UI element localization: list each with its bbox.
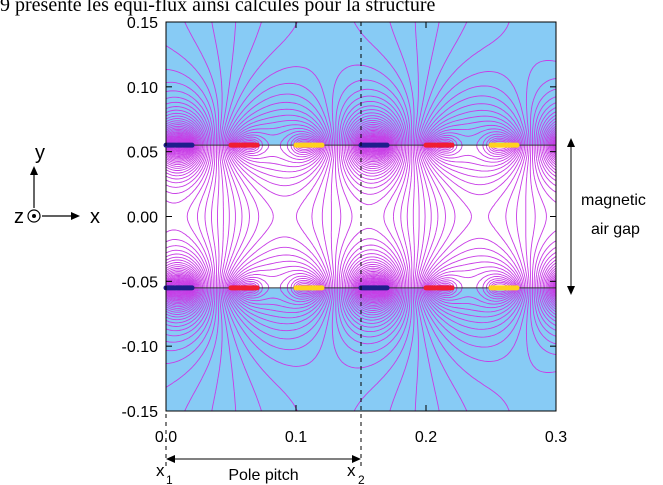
x1-subscript: 1	[166, 473, 173, 485]
x-tick-label-2: 0.2	[415, 429, 437, 446]
flux-line-40	[225, 22, 556, 411]
flux-line-44	[229, 22, 556, 411]
conductor-segments	[163, 142, 520, 291]
flux-line-18	[166, 127, 389, 306]
plot-area	[166, 22, 556, 411]
z-axis-label: z	[14, 206, 24, 228]
flux-line-27	[166, 106, 556, 327]
caption-line: 9 présente les équi-flux ainsi calculés …	[0, 0, 436, 16]
z-axis-dot	[32, 214, 36, 218]
y-tick-label-3: 0.00	[127, 210, 158, 227]
x1-label: x	[156, 461, 165, 480]
flux-line-34	[184, 22, 556, 411]
air-gap-arrow-bottom	[567, 285, 575, 295]
flux-line-47	[232, 95, 526, 338]
pole-pitch-arrow-right	[352, 455, 361, 463]
flux-line-37	[221, 22, 556, 411]
flux-line-42	[227, 22, 556, 411]
flux-line-36	[220, 22, 556, 411]
flux-line-28	[166, 101, 556, 332]
flux-line-35	[211, 22, 556, 411]
flux-line-32	[166, 69, 556, 364]
y-tick-label-0: 0.15	[127, 15, 158, 32]
pole-pitch-label: Pole pitch	[228, 467, 298, 484]
flux-line-48	[232, 103, 524, 330]
x2-label: x	[347, 461, 356, 480]
flux-line-50	[235, 115, 522, 318]
flux-line-15	[166, 131, 387, 302]
y-axis-label: y	[35, 142, 45, 164]
air-gap-arrow-top	[567, 138, 575, 148]
y-tick-label-6: -0.15	[122, 404, 159, 421]
y-tick-label-5: -0.10	[122, 339, 159, 356]
air-gap-label-line2: air gap	[591, 221, 640, 238]
flux-line-53	[241, 128, 518, 305]
y-tick-label-1: 0.10	[127, 80, 158, 97]
flux-line-23	[166, 118, 556, 315]
pole-pitch-arrow-left	[166, 455, 175, 463]
flux-line-41	[226, 22, 556, 411]
flux-line-43	[228, 22, 556, 411]
flux-line-21	[166, 122, 391, 311]
flux-line-31	[166, 81, 556, 352]
axis-ticks: 0.0 0.1 0.2 0.3 0.15 0.10 0.05 0.00 -0.05 -0.10 -0…	[122, 15, 568, 446]
flux-line-45	[230, 71, 529, 362]
y-tick-label-2: 0.05	[127, 145, 158, 162]
flux-line-24	[166, 115, 556, 318]
y-axis-arrow-head	[30, 166, 38, 175]
x-axis-label: x	[90, 206, 100, 228]
x-axis-arrow-head	[71, 212, 80, 220]
x-tick-label-3: 0.3	[545, 429, 567, 446]
air-gap-label-line1: magnetic	[581, 192, 646, 209]
flux-line-26	[166, 109, 556, 324]
iron-region-top	[166, 22, 556, 146]
flux-line-30	[166, 90, 556, 343]
x2-subscript: 2	[358, 473, 365, 485]
z-axis-circle	[27, 209, 41, 223]
x-tick-label-1: 0.1	[285, 429, 307, 446]
flux-line-19	[166, 125, 390, 308]
flux-line-33	[166, 45, 556, 388]
flux-line-29	[166, 96, 556, 337]
y-tick-label-4: -0.05	[122, 274, 159, 291]
x-tick-label-0: 0.0	[155, 429, 177, 446]
flux-line-46	[231, 85, 527, 348]
